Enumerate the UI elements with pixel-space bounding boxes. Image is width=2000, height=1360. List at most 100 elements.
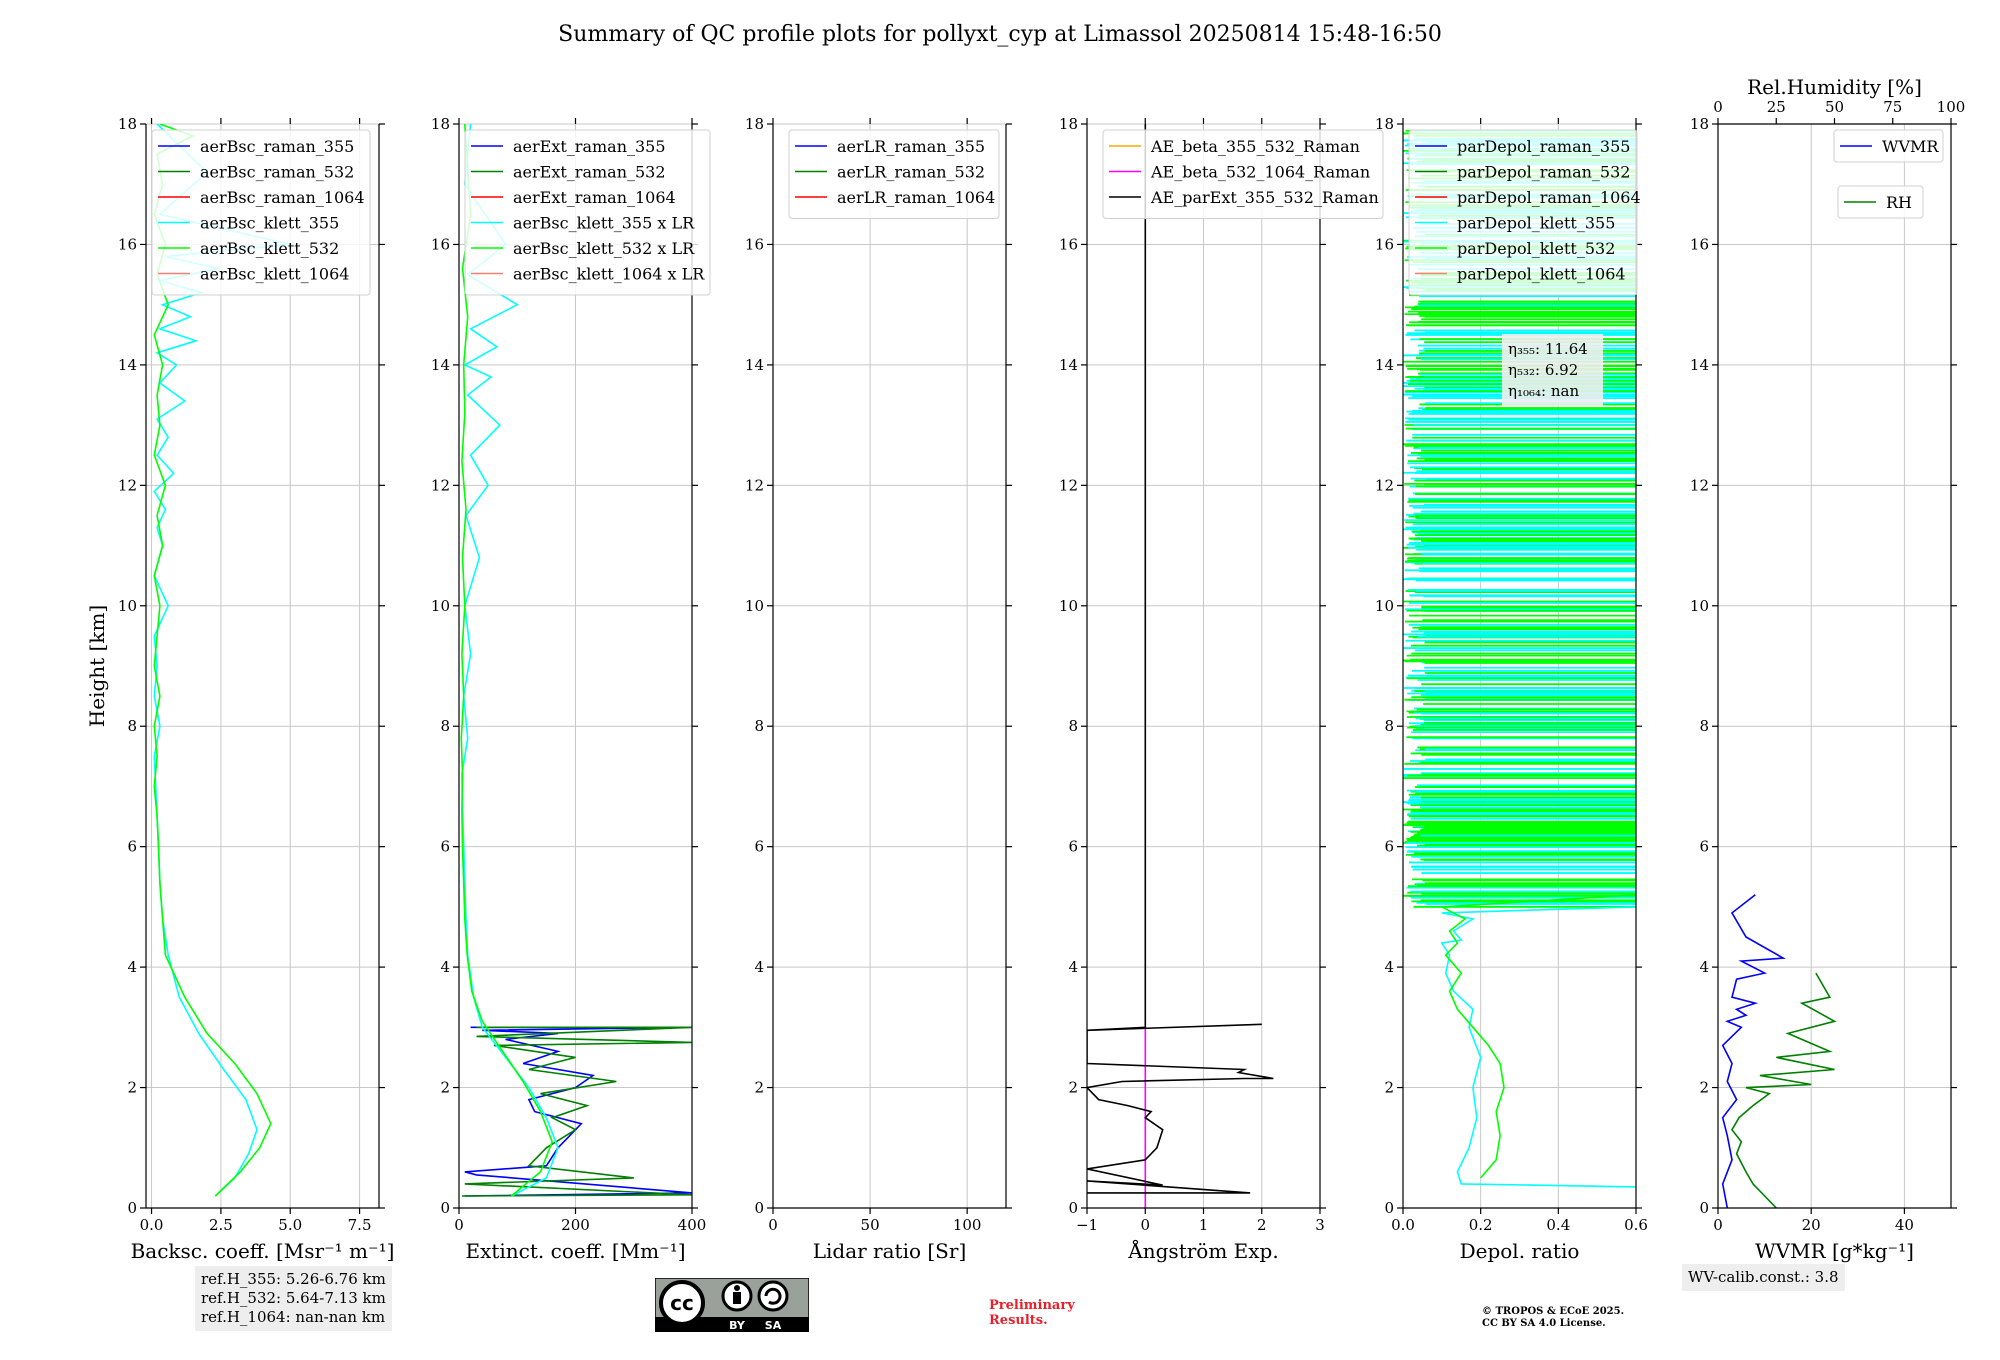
y-tick-label: 16 [745, 235, 764, 253]
ref-height-1064: ref.H_1064: nan-nan km [201, 1308, 386, 1326]
y-tick-label: 4 [1384, 958, 1394, 976]
panel-1: 0 2 4 6 8 10 12 14 16 18 0.0 2.5 5.0 7.5 Backsc. coeff… [118, 115, 394, 1263]
y-tick-label: 12 [1690, 476, 1709, 494]
legend-label: aerBsc_klett_532 x LR [513, 239, 695, 258]
x-tick-label: 0 [768, 1216, 778, 1234]
y-tick-label: 10 [1690, 597, 1709, 615]
y-tick-label: 10 [431, 597, 450, 615]
series-line-5 [460, 124, 554, 1197]
y-tick-label: 8 [127, 717, 137, 735]
y-tick-label: 16 [1690, 235, 1709, 253]
y-tick-label: 4 [127, 958, 137, 976]
y-tick-label: 14 [1059, 356, 1078, 374]
legend-label: parDepol_klett_1064 [1457, 265, 1626, 284]
x-tick-label: 3 [1315, 1216, 1325, 1234]
y-tick-label: 16 [1375, 235, 1394, 253]
y-tick-label: 6 [754, 838, 764, 856]
panel-2: 0 2 4 6 8 10 12 14 16 18 0 200 400 Extinct. coeff. [M… [431, 115, 711, 1263]
x-axis-label: Backsc. coeff. [Msr⁻¹ m⁻¹] [131, 1239, 395, 1263]
figure-title: Summary of QC profile plots for pollyxt_… [558, 22, 1442, 47]
legend-label: aerExt_raman_532 [513, 163, 666, 182]
series-line-3 [1087, 124, 1274, 1194]
y-tick-label: 18 [1375, 115, 1394, 133]
wv-calibration-text: WV-calib.const.: 3.8 [1688, 1268, 1839, 1286]
x-tick-label: 0.0 [140, 1216, 164, 1234]
y-tick-label: 12 [1375, 476, 1394, 494]
x-tick-label: 2 [1257, 1216, 1267, 1234]
y-tick-label: 4 [1699, 958, 1709, 976]
x2-axis-label: Rel.Humidity [%] [1747, 75, 1922, 99]
y-tick-label: 10 [745, 597, 764, 615]
legend-label: aerExt_raman_1064 [513, 188, 676, 207]
legend-label: aerLR_raman_1064 [837, 188, 995, 207]
x-tick-label: 20 [1802, 1216, 1821, 1234]
x-tick-label: 7.5 [348, 1216, 372, 1234]
series-line-2 [461, 1026, 692, 1197]
y-tick-label: 6 [1384, 838, 1394, 856]
y-tick-label: 10 [118, 597, 137, 615]
legend-label: parDepol_klett_355 [1457, 214, 1615, 233]
data-layer [1087, 124, 1274, 1208]
y-tick-label: 2 [1068, 1079, 1078, 1097]
series-line-4 [461, 124, 559, 1197]
legend-label: aerBsc_klett_532 [200, 239, 339, 258]
legend-label: WVMR [1882, 137, 1939, 156]
y-tick-label: 2 [1384, 1079, 1394, 1097]
y-tick-label: 6 [127, 838, 137, 856]
y-tick-label: 6 [1068, 838, 1078, 856]
y-tick-label: 0 [1699, 1199, 1709, 1217]
series-line-4 [1440, 906, 1636, 1188]
x-tick-label: 400 [678, 1216, 707, 1234]
svg-text:cc: cc [670, 1291, 694, 1315]
ref-height-532: ref.H_532: 5.64-7.13 km [201, 1289, 386, 1307]
wv-calibration-box: WV-calib.const.: 3.8 [1682, 1264, 1845, 1291]
legend-box [788, 129, 1000, 219]
legend-label: aerLR_raman_532 [837, 163, 985, 182]
x-tick-label: −1 [1076, 1216, 1098, 1234]
y-tick-label: 4 [1068, 958, 1078, 976]
legend-label: aerBsc_raman_355 [200, 137, 354, 156]
y-tick-label: 0 [440, 1199, 450, 1217]
copyright-note: © TROPOS & ECoE 2025. CC BY SA 4.0 Licen… [1482, 1306, 1625, 1329]
x-tick-label: 2.5 [209, 1216, 233, 1234]
legend-label: aerBsc_klett_1064 [200, 265, 349, 284]
x-tick-label: 0 [1140, 1216, 1150, 1234]
plot-area [146, 124, 379, 1208]
series-line-2 [1731, 972, 1837, 1208]
license-sa: SA [765, 1319, 782, 1332]
y-tick-label: 14 [118, 356, 137, 374]
legend-label: aerBsc_raman_532 [200, 163, 354, 182]
x2-tick-label: 50 [1825, 98, 1844, 116]
license-by: BY [729, 1319, 746, 1332]
x-axis-label: Depol. ratio [1460, 1239, 1580, 1263]
y-tick-label: 14 [745, 356, 764, 374]
y-tick-label: 18 [118, 115, 137, 133]
legend-label: parDepol_raman_355 [1457, 137, 1630, 156]
x2-tick-label: 75 [1883, 98, 1902, 116]
y-tick-label: 18 [431, 115, 450, 133]
series-line-5 [1438, 894, 1636, 1179]
y-tick-label: 10 [1059, 597, 1078, 615]
legend-label: RH [1886, 193, 1912, 212]
y-tick-label: 8 [1699, 717, 1709, 735]
legend-label: AE_beta_355_532_Raman [1150, 137, 1360, 156]
y-tick-label: 2 [1699, 1079, 1709, 1097]
eta-annotation-text: η₃₅₅: 11.64 [1508, 340, 1588, 358]
y-tick-label: 6 [1699, 838, 1709, 856]
y-tick-label: 12 [1059, 476, 1078, 494]
reference-height-box: ref.H_355: 5.26-6.76 km ref.H_532: 5.64-… [195, 1266, 392, 1331]
legend-label: AE_beta_532_1064_Raman [1150, 163, 1370, 182]
eta-annotation-text: η₁₀₆₄: nan [1508, 382, 1579, 400]
legend-label: aerExt_raman_355 [513, 137, 666, 156]
x-tick-label: 40 [1895, 1216, 1914, 1234]
legend-box [151, 129, 371, 296]
eta-annotation-text: η₅₃₂: 6.92 [1508, 361, 1578, 379]
y-tick-label: 18 [745, 115, 764, 133]
y-tick-label: 12 [431, 476, 450, 494]
y-tick-label: 14 [431, 356, 450, 374]
legend-label: parDepol_raman_1064 [1457, 188, 1641, 207]
legend-box [1837, 185, 1924, 219]
legend-label: aerBsc_raman_1064 [200, 188, 365, 207]
x-axis-label: WVMR [g*kg⁻¹] [1755, 1239, 1914, 1263]
